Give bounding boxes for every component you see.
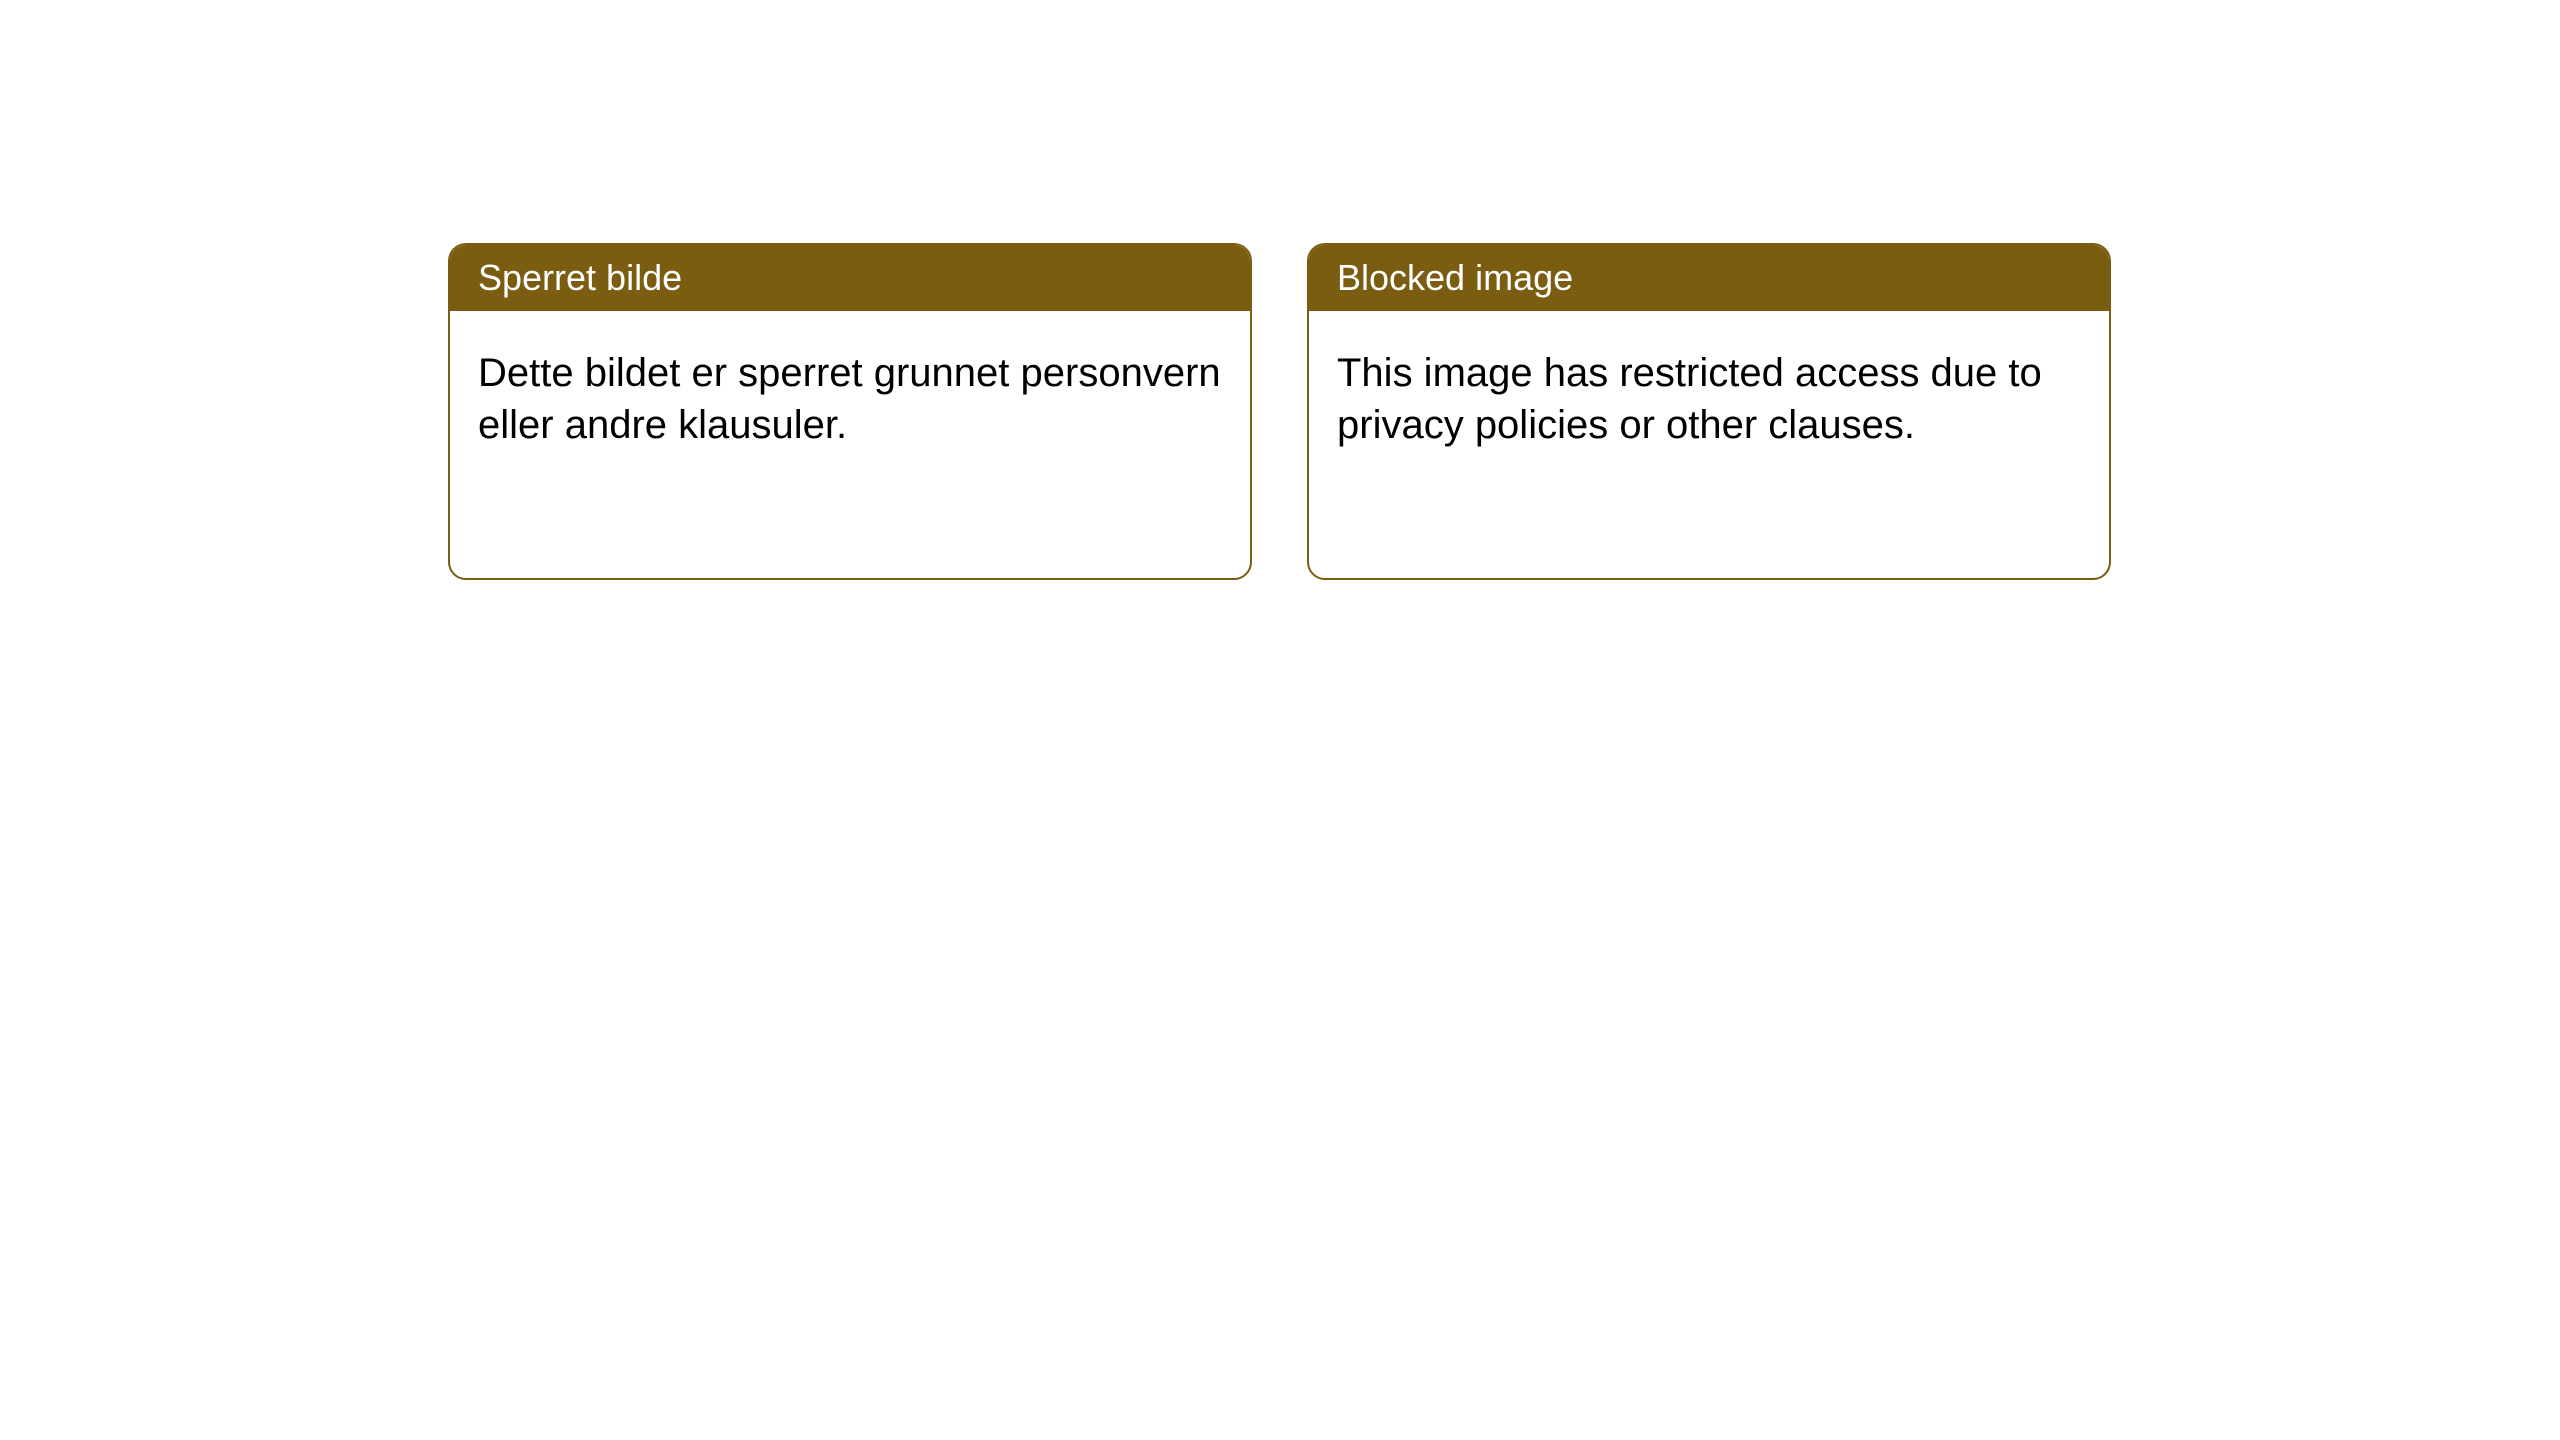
card-title-norwegian: Sperret bilde — [478, 257, 682, 298]
notice-container: Sperret bilde Dette bildet er sperret gr… — [448, 243, 2111, 580]
card-title-english: Blocked image — [1337, 257, 1573, 298]
card-body-english: This image has restricted access due to … — [1309, 311, 2109, 487]
card-message-english: This image has restricted access due to … — [1337, 351, 2042, 447]
card-header-english: Blocked image — [1309, 245, 2109, 311]
card-body-norwegian: Dette bildet er sperret grunnet personve… — [450, 311, 1250, 487]
notice-card-english: Blocked image This image has restricted … — [1307, 243, 2111, 580]
notice-card-norwegian: Sperret bilde Dette bildet er sperret gr… — [448, 243, 1252, 580]
card-message-norwegian: Dette bildet er sperret grunnet personve… — [478, 351, 1221, 447]
card-header-norwegian: Sperret bilde — [450, 245, 1250, 311]
